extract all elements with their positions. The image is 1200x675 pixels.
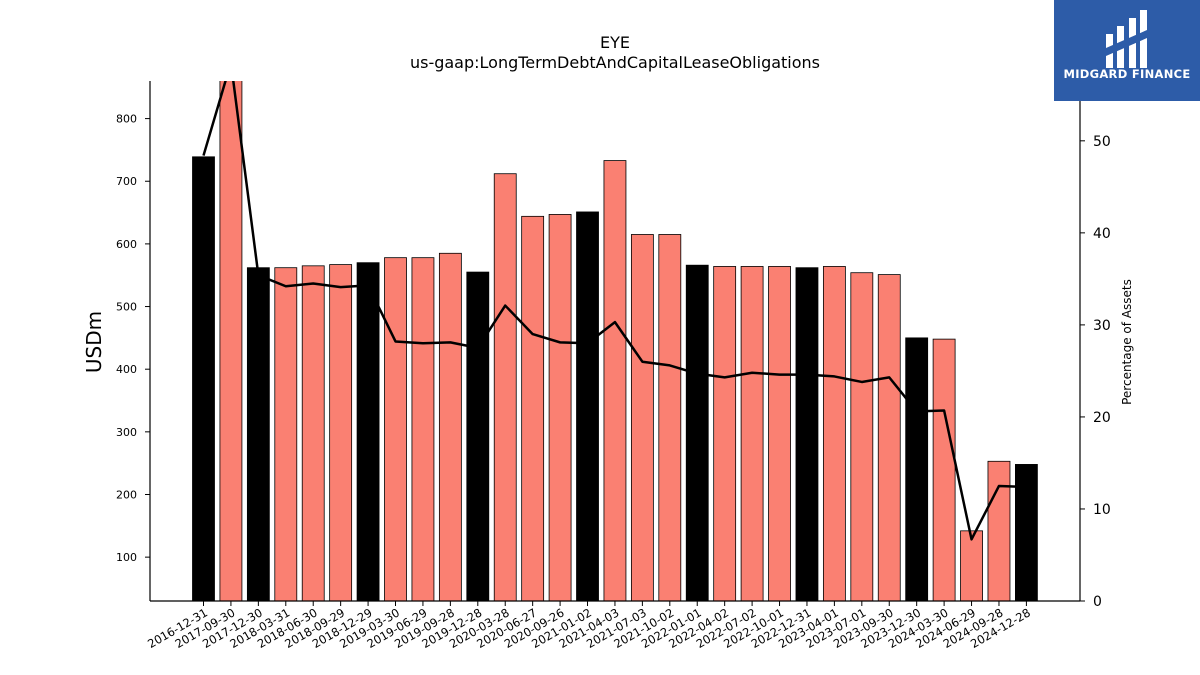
bar [713, 266, 737, 601]
bar [630, 234, 654, 601]
y-tick-label-left: 600 [116, 238, 137, 251]
bar [521, 215, 545, 601]
chart-title: EYE [600, 33, 630, 52]
bar [438, 252, 462, 601]
y-tick-label-left: 400 [116, 363, 137, 376]
midgard-logo-icon [1106, 10, 1147, 68]
y-tick-label-right: 0 [1093, 594, 1102, 610]
y-tick-label-right: 10 [1093, 502, 1111, 518]
bar [905, 337, 929, 601]
y-tick-label-left: 200 [116, 488, 137, 501]
bar [576, 211, 599, 601]
bar [192, 156, 215, 601]
y-tick-label-right: 20 [1093, 410, 1111, 426]
bar [658, 234, 682, 601]
bar [603, 160, 627, 601]
bar [301, 265, 325, 601]
logo: MIDGARD FINANCE [1054, 0, 1200, 101]
bar [356, 262, 380, 601]
y-tick-label-right: 40 [1093, 226, 1111, 242]
bar [466, 271, 490, 601]
bar [685, 264, 709, 601]
y-tick-label-right: 30 [1093, 318, 1111, 334]
bar [850, 272, 874, 601]
y-axis-title-left: USDm [82, 311, 106, 373]
bar [932, 338, 956, 601]
logo-text: MIDGARD FINANCE [1063, 67, 1191, 81]
y-tick-label-left: 500 [116, 301, 137, 314]
bar [274, 267, 298, 601]
y-axis-title-right: Percentage of Assets [1120, 279, 1134, 405]
bar [219, 81, 243, 601]
bar [384, 257, 407, 601]
bar [740, 266, 764, 601]
bar [1015, 464, 1038, 601]
bar [548, 214, 572, 601]
y-tick-label-right: 50 [1093, 134, 1111, 150]
bar [822, 266, 846, 601]
percentage-line [202, 81, 1027, 541]
bar [246, 267, 270, 601]
axes-layer: 100200300400500600700800010203040502016-… [116, 81, 1111, 651]
bar [877, 274, 901, 601]
y-tick-label-left: 300 [116, 426, 137, 439]
line-layer [202, 81, 1027, 541]
chart-subtitle: us-gaap:LongTermDebtAndCapitalLeaseOblig… [410, 53, 820, 72]
y-tick-label-left: 100 [116, 551, 137, 564]
y-tick-label-left: 800 [116, 113, 137, 126]
bar [493, 173, 517, 601]
bar [329, 264, 353, 601]
y-tick-label-left: 700 [116, 175, 137, 188]
bars-layer [192, 81, 1038, 601]
bar [411, 257, 435, 601]
bar [960, 530, 983, 601]
bar [795, 267, 819, 601]
bar [768, 266, 791, 601]
bar [987, 460, 1011, 601]
